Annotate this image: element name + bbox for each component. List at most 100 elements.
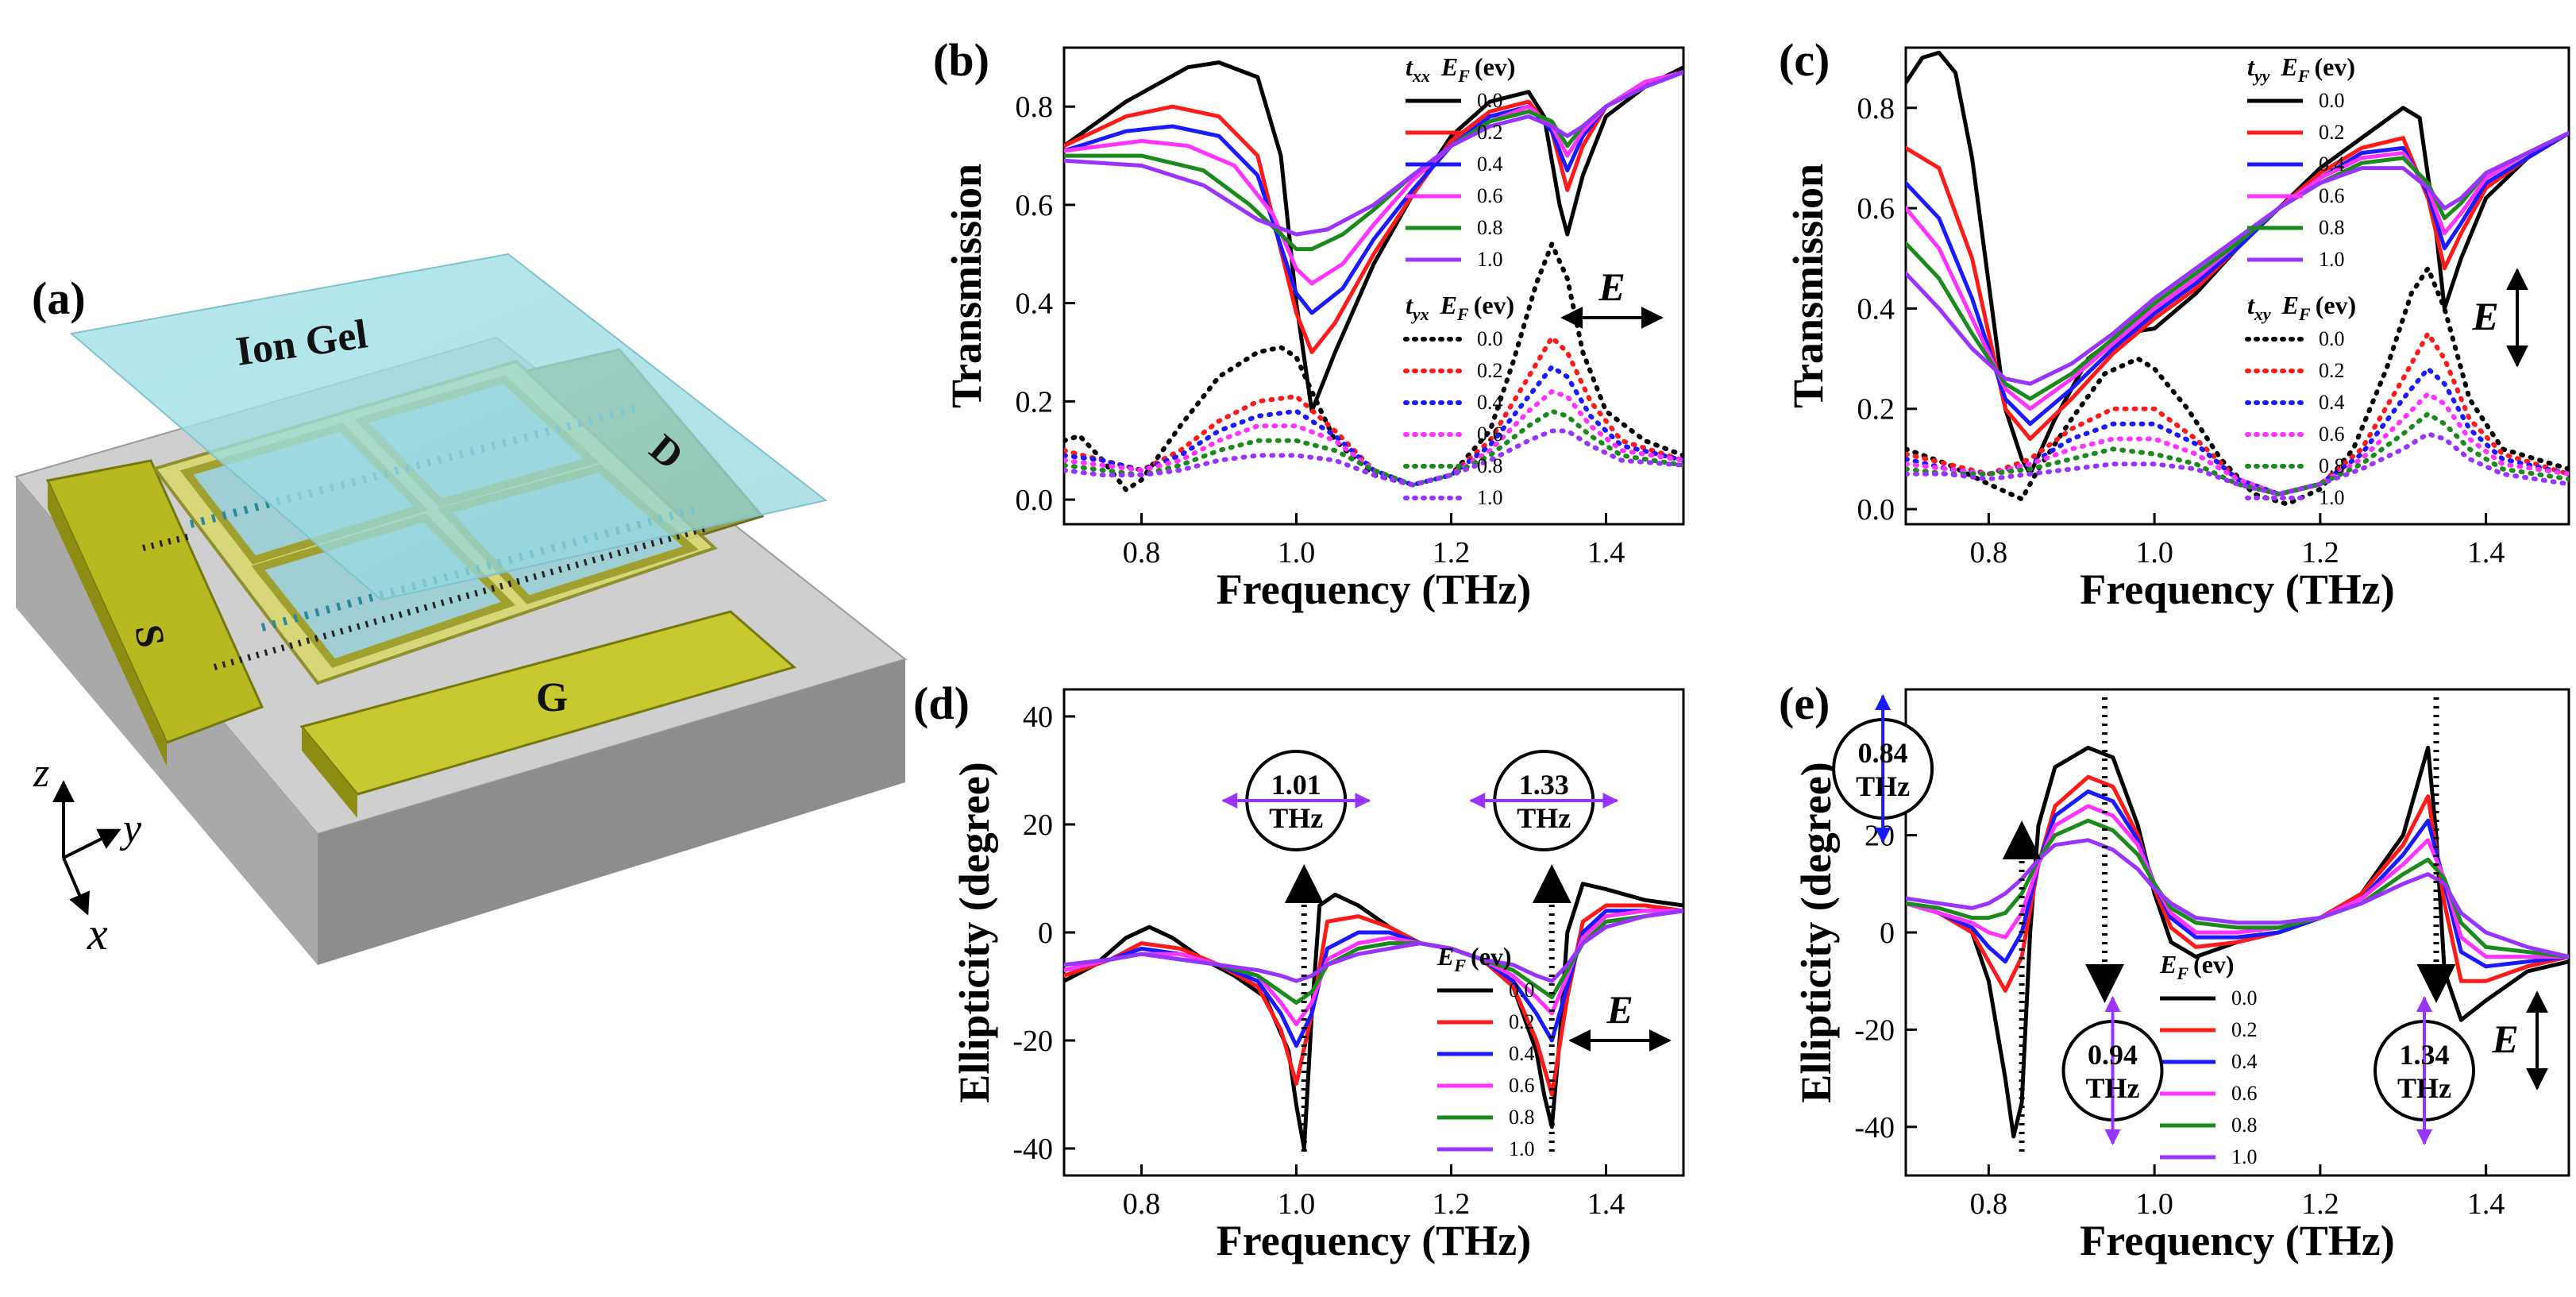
y-axis [63,828,121,859]
e-field-indicator: E [1568,987,1672,1052]
legend-item-label: 0.4 [2231,1050,2258,1073]
legend-title: tyx EF (ev) [1406,291,1514,324]
chart-d: (d) 0.8 1.0 1.2 1.4 -40 -20 0 20 40 Frequency (THz… [913,677,1685,1264]
coordinate-axes: z y x [33,751,142,959]
series-line-solid-0.6 [1906,130,2569,411]
e-field-indicator: E [2471,268,2528,368]
series-line-dotted-1.0 [1906,431,2569,497]
y-tick-label: 0 [1880,917,1895,950]
series-line-solid-0.2 [1906,774,2569,993]
legend-item-label: 1.0 [1477,248,1503,271]
x-tick-label: 1.4 [1587,536,1625,569]
series-line-solid-0.8 [1906,818,2569,959]
legend-item-label: 0.2 [1509,1010,1535,1033]
legend-item-label: 0.8 [1477,216,1503,239]
x-tick-label: 0.8 [1123,536,1161,569]
series-group [1064,60,1683,492]
legend-item-label: 0.6 [2319,423,2345,446]
chart-c: (c) 0.8 1.0 1.2 1.4 0.0 0.2 0.4 0.6 0.8 Frequency … [1779,34,2570,613]
legend-item-label: 0.2 [2319,359,2345,382]
e-field-indicator: E [2491,990,2548,1090]
y-tick-label: 20 [1023,809,1053,842]
x-axis [62,857,90,916]
x-tick-label: 1.4 [2467,536,2505,569]
legend-item-label: 0.4 [1477,391,1503,414]
legend-item-label: 1.0 [2319,248,2345,271]
x-tick-label: 0.8 [1970,1187,2008,1221]
legend-item-label: 0.2 [1477,359,1503,382]
annotation-unit: THz [2086,1072,2140,1104]
y-tick-label: 0.4 [1016,288,1054,321]
annotation-unit: THz [1856,770,1910,802]
legend-item-label: 0.0 [1477,89,1503,112]
x-tick-label: 1.4 [1587,1187,1625,1221]
substrate-side [318,659,905,965]
e-field-label: E [1598,264,1625,309]
legend: txx EF (ev) 0.0 0.2 0.4 0.6 0.8 1.0 [1406,52,1515,271]
legend-item-label: 0.0 [1477,327,1503,350]
legend: tyy EF (ev) 0.0 0.2 0.4 0.6 0.8 1.0 [2247,52,2355,271]
y-axis-title: Transmission [1784,164,1832,408]
legend-item-label: 0.6 [1509,1074,1535,1097]
annotation-unit: THz [1517,802,1571,834]
legend-item-label: 0.6 [2231,1082,2258,1105]
series-line-solid-1.0 [1906,130,2569,386]
y-tick-label: 0.0 [1016,484,1054,517]
x-tick-label: 1.0 [2135,1187,2173,1221]
legend: tyx EF (ev) 0.0 0.2 0.4 0.6 0.8 1.0 [1403,291,1514,509]
series-line-solid-0.6 [1906,804,2569,959]
x-tick-label: 0.8 [1970,536,2008,569]
legend-item-label: 0.4 [1509,1042,1535,1065]
series-line-solid-0.4 [1064,70,1683,315]
y-tick-label: 0.6 [1857,192,1895,226]
x-tick-label: 1.4 [2467,1187,2505,1221]
legend-title: EF (ev) [1436,942,1512,975]
x-tick-label: 1.2 [1433,1187,1471,1221]
y-axis-title: Ellipticity (degree) [951,762,998,1102]
gate-label: G [536,675,568,720]
legend-item-label: 0.0 [2319,89,2345,112]
x-tick-label: 1.2 [2301,536,2339,569]
y-tick-label: -40 [1854,1111,1895,1145]
legend-item-label: 1.0 [1477,486,1503,509]
legend-item-label: 0.4 [2319,152,2345,176]
x-tick-label: 1.0 [1278,536,1316,569]
annotation-value: 1.01 [1271,769,1321,801]
panel-label: (e) [1779,677,1830,729]
device-schematic: (a) Ion Gel S D G [14,253,908,965]
x-tick-label: 1.0 [1278,1187,1316,1221]
y-axis-label: y [119,806,142,851]
legend-item-label: 0.4 [1477,152,1503,176]
x-axis-title: Frequency (THz) [2080,566,2394,613]
legend-item-label: 0.8 [2231,1114,2258,1137]
y-tick-label: 0.2 [1857,393,1895,427]
x-tick-label: 1.2 [1433,536,1471,569]
legend-item-label: 1.0 [2231,1145,2258,1168]
plot-frame [1904,46,2570,526]
y-tick-label: 20 [1865,820,1895,853]
e-field-label: E [1606,987,1633,1032]
y-tick-label: -20 [1854,1013,1895,1047]
y-tick-label: 0 [1038,917,1053,950]
legend: txy EF (ev) 0.0 0.2 0.4 0.6 0.8 1.0 [2245,291,2356,509]
y-tick-label: 0.6 [1016,189,1054,222]
x-tick-label: 1.2 [2301,1187,2339,1221]
series-line-dotted-0.0 [1064,241,1683,492]
x-tick-label: 1.0 [2135,536,2173,569]
source-electrode-side [48,481,167,766]
x-axis-label: x [87,908,108,959]
legend-title: tyy EF (ev) [2247,52,2355,86]
y-axis-title: Transmission [943,164,990,408]
series-line-dotted-1.0 [1064,428,1683,488]
series-line-solid-1.0 [1906,838,2569,959]
panel-label: (b) [933,34,989,86]
legend-item-label: 1.0 [2319,486,2345,509]
y-tick-label: -40 [1012,1133,1053,1166]
legend-item-label: 0.6 [1477,184,1503,207]
series-group [1906,745,2569,1139]
